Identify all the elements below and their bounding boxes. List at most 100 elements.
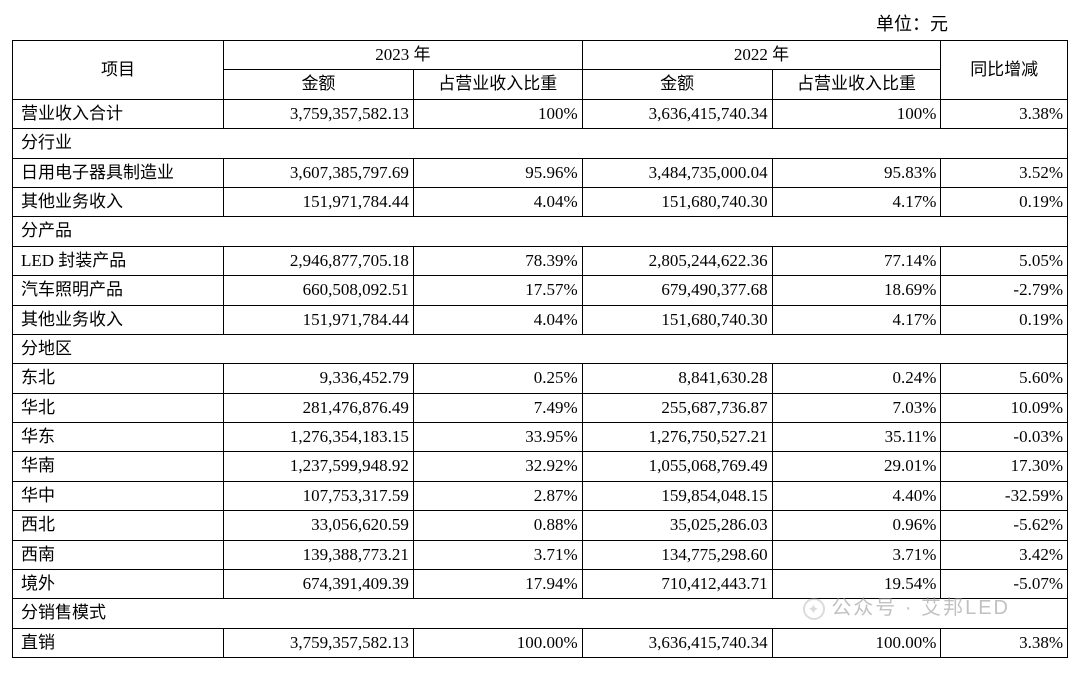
cell-pct23: 32.92% xyxy=(413,452,582,481)
cell-pct23: 0.25% xyxy=(413,364,582,393)
cell-amt23: 674,391,409.39 xyxy=(224,570,414,599)
cell-amt22: 3,636,415,740.34 xyxy=(582,628,772,657)
cell-pct22: 7.03% xyxy=(772,393,941,422)
table-row: 其他业务收入151,971,784.444.04%151,680,740.304… xyxy=(13,187,1068,216)
cell-amt23: 3,759,357,582.13 xyxy=(224,99,414,128)
cell-pct23: 7.49% xyxy=(413,393,582,422)
cell-yoy: 17.30% xyxy=(941,452,1068,481)
table-row: 华北281,476,876.497.49%255,687,736.877.03%… xyxy=(13,393,1068,422)
cell-pct23: 17.57% xyxy=(413,276,582,305)
cell-pct23: 4.04% xyxy=(413,305,582,334)
cell-amt22: 35,025,286.03 xyxy=(582,511,772,540)
cell-label: 华东 xyxy=(13,423,224,452)
cell-yoy: -5.62% xyxy=(941,511,1068,540)
cell-yoy: -2.79% xyxy=(941,276,1068,305)
cell-amt23: 281,476,876.49 xyxy=(224,393,414,422)
cell-yoy: 3.42% xyxy=(941,540,1068,569)
cell-amt22: 710,412,443.71 xyxy=(582,570,772,599)
th-2023: 2023 年 xyxy=(224,41,583,70)
section-title: 分销售模式 xyxy=(13,599,1068,628)
unit-label: 单位：元 xyxy=(12,10,1068,36)
cell-label: 其他业务收入 xyxy=(13,305,224,334)
th-2023-amount: 金额 xyxy=(224,70,414,99)
cell-pct23: 0.88% xyxy=(413,511,582,540)
cell-amt22: 159,854,048.15 xyxy=(582,481,772,510)
cell-label: 日用电子器具制造业 xyxy=(13,158,224,187)
cell-label: 华中 xyxy=(13,481,224,510)
cell-amt22: 2,805,244,622.36 xyxy=(582,246,772,275)
cell-yoy: 5.60% xyxy=(941,364,1068,393)
cell-yoy: -0.03% xyxy=(941,423,1068,452)
cell-amt23: 9,336,452.79 xyxy=(224,364,414,393)
cell-amt22: 3,636,415,740.34 xyxy=(582,99,772,128)
cell-amt23: 1,237,599,948.92 xyxy=(224,452,414,481)
cell-pct23: 78.39% xyxy=(413,246,582,275)
cell-amt22: 151,680,740.30 xyxy=(582,305,772,334)
cell-amt23: 3,759,357,582.13 xyxy=(224,628,414,657)
table-row: 东北9,336,452.790.25%8,841,630.280.24%5.60… xyxy=(13,364,1068,393)
cell-pct23: 33.95% xyxy=(413,423,582,452)
cell-pct22: 0.96% xyxy=(772,511,941,540)
cell-amt22: 255,687,736.87 xyxy=(582,393,772,422)
cell-pct23: 3.71% xyxy=(413,540,582,569)
cell-pct22: 4.17% xyxy=(772,187,941,216)
cell-amt23: 1,276,354,183.15 xyxy=(224,423,414,452)
cell-pct23: 17.94% xyxy=(413,570,582,599)
cell-amt23: 660,508,092.51 xyxy=(224,276,414,305)
cell-amt23: 3,607,385,797.69 xyxy=(224,158,414,187)
cell-yoy: -5.07% xyxy=(941,570,1068,599)
cell-pct22: 4.17% xyxy=(772,305,941,334)
cell-label: 西南 xyxy=(13,540,224,569)
th-yoy: 同比增减 xyxy=(941,41,1068,100)
cell-pct22: 100.00% xyxy=(772,628,941,657)
cell-label: LED 封装产品 xyxy=(13,246,224,275)
cell-amt22: 151,680,740.30 xyxy=(582,187,772,216)
cell-amt22: 134,775,298.60 xyxy=(582,540,772,569)
table-row: LED 封装产品2,946,877,705.1878.39%2,805,244,… xyxy=(13,246,1068,275)
cell-pct23: 100.00% xyxy=(413,628,582,657)
cell-yoy: 10.09% xyxy=(941,393,1068,422)
table-row: 直销3,759,357,582.13100.00%3,636,415,740.3… xyxy=(13,628,1068,657)
table-row: 西南139,388,773.213.71%134,775,298.603.71%… xyxy=(13,540,1068,569)
cell-label: 东北 xyxy=(13,364,224,393)
table-row: 汽车照明产品660,508,092.5117.57%679,490,377.68… xyxy=(13,276,1068,305)
th-2022-share: 占营业收入比重 xyxy=(772,70,941,99)
cell-amt23: 151,971,784.44 xyxy=(224,187,414,216)
section-title: 分行业 xyxy=(13,129,1068,158)
cell-yoy: 3.52% xyxy=(941,158,1068,187)
th-2022: 2022 年 xyxy=(582,41,941,70)
table-row: 华南1,237,599,948.9232.92%1,055,068,769.49… xyxy=(13,452,1068,481)
cell-amt23: 151,971,784.44 xyxy=(224,305,414,334)
section-title: 分地区 xyxy=(13,334,1068,363)
section-title: 分产品 xyxy=(13,217,1068,246)
cell-pct22: 4.40% xyxy=(772,481,941,510)
cell-pct23: 2.87% xyxy=(413,481,582,510)
cell-pct22: 35.11% xyxy=(772,423,941,452)
cell-label: 营业收入合计 xyxy=(13,99,224,128)
cell-label: 西北 xyxy=(13,511,224,540)
cell-yoy: 0.19% xyxy=(941,305,1068,334)
cell-amt22: 1,055,068,769.49 xyxy=(582,452,772,481)
cell-amt23: 33,056,620.59 xyxy=(224,511,414,540)
section-row: 分产品 xyxy=(13,217,1068,246)
cell-yoy: 5.05% xyxy=(941,246,1068,275)
revenue-table: 项目 2023 年 2022 年 同比增减 金额 占营业收入比重 金额 占营业收… xyxy=(12,40,1068,658)
cell-label: 华北 xyxy=(13,393,224,422)
table-row: 境外674,391,409.3917.94%710,412,443.7119.5… xyxy=(13,570,1068,599)
cell-pct22: 100% xyxy=(772,99,941,128)
cell-pct22: 29.01% xyxy=(772,452,941,481)
cell-label: 直销 xyxy=(13,628,224,657)
cell-pct23: 95.96% xyxy=(413,158,582,187)
table-row: 其他业务收入151,971,784.444.04%151,680,740.304… xyxy=(13,305,1068,334)
cell-pct22: 95.83% xyxy=(772,158,941,187)
cell-pct22: 18.69% xyxy=(772,276,941,305)
cell-pct23: 4.04% xyxy=(413,187,582,216)
section-row: 分销售模式 xyxy=(13,599,1068,628)
section-row: 分行业 xyxy=(13,129,1068,158)
cell-amt23: 2,946,877,705.18 xyxy=(224,246,414,275)
th-2023-share: 占营业收入比重 xyxy=(413,70,582,99)
cell-label: 其他业务收入 xyxy=(13,187,224,216)
cell-label: 境外 xyxy=(13,570,224,599)
cell-amt22: 1,276,750,527.21 xyxy=(582,423,772,452)
cell-yoy: 3.38% xyxy=(941,99,1068,128)
